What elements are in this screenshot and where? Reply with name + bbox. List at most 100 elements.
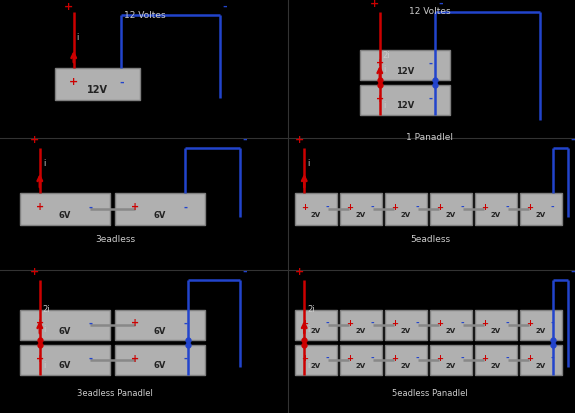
Text: -: - <box>183 318 187 328</box>
Text: +: + <box>436 319 443 328</box>
Bar <box>20 345 110 375</box>
Text: i: i <box>307 361 309 370</box>
Text: 12V: 12V <box>87 85 108 95</box>
Text: -: - <box>461 354 465 363</box>
Text: 2V: 2V <box>401 328 411 334</box>
Text: 2i: 2i <box>383 50 390 59</box>
Text: -: - <box>438 0 443 9</box>
Text: +: + <box>294 135 304 145</box>
Text: -: - <box>371 354 374 363</box>
Text: +: + <box>36 318 44 328</box>
Text: -: - <box>551 203 554 212</box>
Text: i: i <box>383 100 385 109</box>
Text: 2V: 2V <box>311 212 321 218</box>
Text: -: - <box>371 319 374 328</box>
Text: 2V: 2V <box>446 328 456 334</box>
Text: +: + <box>375 93 384 104</box>
Bar <box>430 345 472 375</box>
Text: 5eadless: 5eadless <box>410 235 450 244</box>
Bar <box>385 310 427 340</box>
Text: +: + <box>36 202 44 212</box>
Text: +: + <box>301 319 308 328</box>
Text: +: + <box>301 203 308 212</box>
Text: +: + <box>375 59 384 69</box>
Text: -: - <box>88 318 92 328</box>
Text: 1 Panadlel: 1 Panadlel <box>407 133 454 142</box>
Text: +: + <box>391 354 398 363</box>
Text: -: - <box>371 203 374 212</box>
Bar <box>55 68 140 100</box>
Bar <box>115 345 205 375</box>
Text: 2V: 2V <box>311 363 321 369</box>
Bar <box>360 50 450 80</box>
Text: i: i <box>307 159 309 168</box>
Bar <box>430 310 472 340</box>
Text: +: + <box>346 203 352 212</box>
Text: +: + <box>370 0 380 9</box>
Text: -: - <box>551 354 554 363</box>
Text: -: - <box>119 77 124 88</box>
Text: -: - <box>243 135 247 145</box>
Text: 2V: 2V <box>446 212 456 218</box>
Text: +: + <box>131 202 139 212</box>
Text: +: + <box>346 354 352 363</box>
Text: 6V: 6V <box>154 327 166 335</box>
Text: 12V: 12V <box>396 102 414 111</box>
Text: 2i: 2i <box>43 306 51 315</box>
Text: -: - <box>223 2 227 12</box>
Text: i: i <box>307 325 309 335</box>
Text: +: + <box>436 203 443 212</box>
Text: -: - <box>243 267 247 277</box>
Text: +: + <box>436 354 443 363</box>
Bar <box>115 193 205 225</box>
Text: +: + <box>391 203 398 212</box>
Text: +: + <box>526 319 533 328</box>
Text: +: + <box>481 354 488 363</box>
Bar <box>475 193 517 225</box>
Text: 2V: 2V <box>491 363 501 369</box>
Text: 2V: 2V <box>356 328 366 334</box>
Bar <box>520 310 562 340</box>
Text: 12V: 12V <box>396 66 414 76</box>
Text: +: + <box>30 135 40 145</box>
Text: +: + <box>526 203 533 212</box>
Text: 2V: 2V <box>356 363 366 369</box>
Text: i: i <box>43 159 45 168</box>
Text: +: + <box>30 267 40 277</box>
Text: i: i <box>76 33 79 43</box>
Text: +: + <box>36 354 44 363</box>
Text: 2V: 2V <box>536 328 546 334</box>
Text: -: - <box>416 203 420 212</box>
Text: -: - <box>326 354 329 363</box>
Bar <box>475 310 517 340</box>
Text: -: - <box>461 319 465 328</box>
Bar <box>520 193 562 225</box>
Bar <box>20 193 110 225</box>
Text: +: + <box>294 267 304 277</box>
Bar <box>340 193 382 225</box>
Text: 6V: 6V <box>154 361 166 370</box>
Bar <box>340 345 382 375</box>
Bar <box>295 310 337 340</box>
Text: -: - <box>461 203 465 212</box>
Text: +: + <box>69 77 78 88</box>
Text: i: i <box>43 361 45 370</box>
Text: +: + <box>481 203 488 212</box>
Text: -: - <box>326 203 329 212</box>
Text: 2V: 2V <box>401 363 411 369</box>
Text: -: - <box>570 135 575 145</box>
Text: 6V: 6V <box>59 361 71 370</box>
Text: 5eadless Panadlel: 5eadless Panadlel <box>392 389 468 397</box>
Bar <box>295 193 337 225</box>
Text: 2V: 2V <box>491 212 501 218</box>
Text: -: - <box>183 354 187 363</box>
Text: -: - <box>506 319 509 328</box>
Bar <box>295 345 337 375</box>
Text: 6V: 6V <box>59 211 71 220</box>
Text: 6V: 6V <box>59 327 71 335</box>
Text: -: - <box>570 267 575 277</box>
Text: 3eadless: 3eadless <box>95 235 135 244</box>
Bar <box>520 345 562 375</box>
Text: +: + <box>131 354 139 363</box>
Text: -: - <box>506 203 509 212</box>
